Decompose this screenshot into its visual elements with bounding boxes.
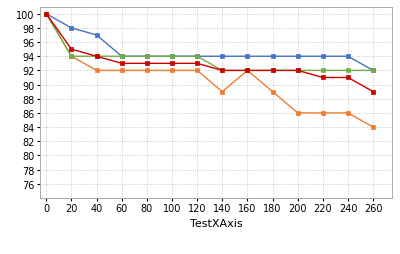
Sample 2: [320, 112, 325, 115]
Sample 2: [94, 70, 99, 73]
Sample 3: [346, 70, 350, 73]
Line: Average: Average: [44, 12, 376, 95]
Average: [371, 91, 376, 94]
Average: [144, 62, 149, 66]
Sample 2: [119, 70, 124, 73]
Sample 1: [94, 34, 99, 37]
Sample 2: [270, 91, 275, 94]
Average: [270, 70, 275, 73]
Sample 3: [44, 13, 49, 16]
Average: [119, 62, 124, 66]
Sample 2: [371, 126, 376, 129]
Average: [245, 70, 250, 73]
Sample 2: [170, 70, 174, 73]
Sample 2: [195, 70, 200, 73]
Sample 3: [220, 70, 225, 73]
Sample 1: [220, 55, 225, 58]
Line: Sample 1: Sample 1: [44, 12, 376, 74]
Average: [69, 49, 74, 52]
Sample 3: [69, 55, 74, 58]
Sample 1: [371, 70, 376, 73]
Sample 1: [170, 55, 174, 58]
Sample 3: [371, 70, 376, 73]
Sample 1: [320, 55, 325, 58]
Average: [44, 13, 49, 16]
Sample 2: [69, 55, 74, 58]
Line: Sample 2: Sample 2: [44, 12, 376, 130]
Sample 2: [220, 91, 225, 94]
Sample 3: [270, 70, 275, 73]
Sample 3: [170, 55, 174, 58]
Sample 2: [346, 112, 350, 115]
Sample 2: [245, 70, 250, 73]
Average: [195, 62, 200, 66]
Sample 3: [295, 70, 300, 73]
Sample 3: [144, 55, 149, 58]
Average: [220, 70, 225, 73]
Sample 3: [119, 55, 124, 58]
Average: [94, 55, 99, 58]
Sample 3: [245, 70, 250, 73]
Sample 1: [245, 55, 250, 58]
Sample 1: [270, 55, 275, 58]
Sample 1: [195, 55, 200, 58]
Sample 1: [69, 27, 74, 30]
Sample 1: [346, 55, 350, 58]
Sample 2: [295, 112, 300, 115]
Sample 1: [119, 55, 124, 58]
X-axis label: TestXAxis: TestXAxis: [190, 218, 242, 228]
Sample 2: [44, 13, 49, 16]
Average: [320, 77, 325, 80]
Sample 3: [94, 55, 99, 58]
Line: Sample 3: Sample 3: [44, 12, 376, 74]
Sample 2: [144, 70, 149, 73]
Average: [346, 77, 350, 80]
Sample 1: [144, 55, 149, 58]
Sample 1: [44, 13, 49, 16]
Average: [170, 62, 174, 66]
Sample 1: [295, 55, 300, 58]
Average: [295, 70, 300, 73]
Sample 3: [195, 55, 200, 58]
Sample 3: [320, 70, 325, 73]
